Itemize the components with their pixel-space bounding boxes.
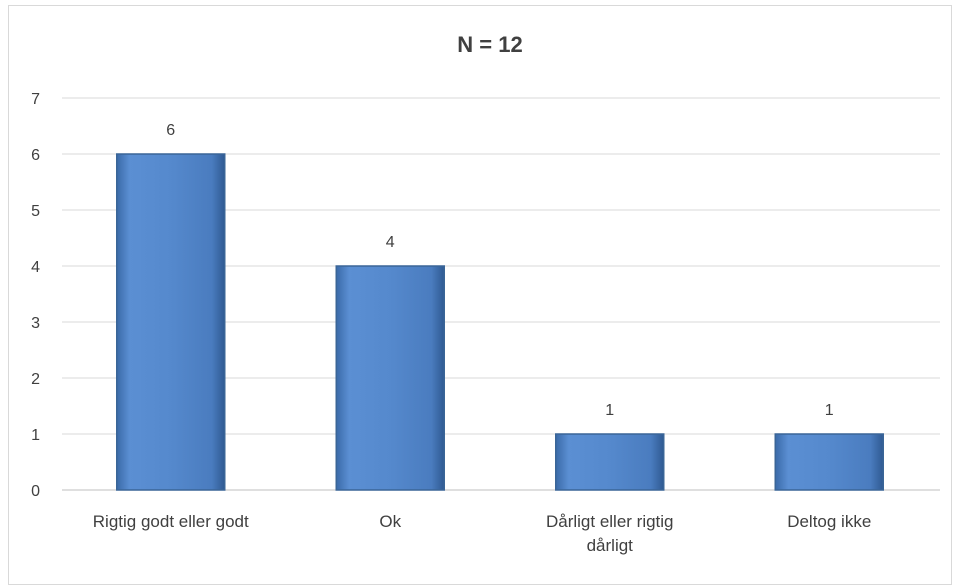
x-category-label: Rigtig godt eller godt [93,512,249,531]
bar [555,433,665,491]
y-tick-label: 7 [31,91,40,108]
y-tick-label: 6 [31,147,40,164]
x-category-label: Deltog ikke [787,512,871,531]
bar [774,433,884,491]
y-tick-label: 1 [31,427,40,444]
y-tick-label: 0 [31,483,40,500]
x-category-label: Ok [379,512,401,531]
data-label: 1 [825,402,834,419]
y-tick-label: 5 [31,203,40,220]
data-label: 1 [605,402,614,419]
x-category-label: Dårligt eller rigtig dårligt [546,512,674,555]
bars [116,153,884,491]
chart-title: N = 12 [457,32,522,57]
y-tick-label: 2 [31,371,40,388]
bar [116,153,226,491]
data-label: 6 [166,122,175,139]
y-tick-label: 4 [31,259,40,276]
data-label: 4 [386,234,395,251]
x-axis-labels: Rigtig godt eller godt Ok Dårligt eller ri… [93,512,872,555]
data-labels: 6 4 1 1 [166,122,834,419]
y-axis-ticks: 0 1 2 3 4 5 6 7 [31,91,40,500]
y-tick-label: 3 [31,315,40,332]
bar [335,265,445,491]
